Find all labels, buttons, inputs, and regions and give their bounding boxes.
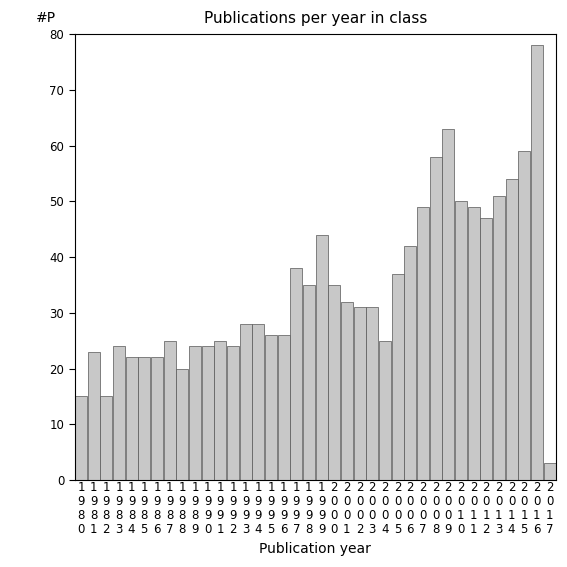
Bar (417, 207, 429, 480)
Bar (227, 346, 239, 480)
Bar (164, 341, 176, 480)
Bar (202, 346, 214, 480)
Bar (189, 346, 201, 480)
Bar (138, 357, 150, 480)
Bar (113, 346, 125, 480)
Bar (379, 341, 391, 480)
Bar (176, 369, 188, 480)
Bar (442, 129, 454, 480)
Bar (252, 324, 264, 480)
Bar (468, 207, 480, 480)
Bar (303, 285, 315, 480)
Title: Publications per year in class: Publications per year in class (204, 11, 427, 26)
Bar (392, 274, 404, 480)
Bar (265, 335, 277, 480)
Bar (341, 302, 353, 480)
Bar (455, 201, 467, 480)
Bar (531, 45, 543, 480)
Bar (100, 396, 112, 480)
Bar (316, 235, 328, 480)
Bar (430, 157, 442, 480)
Bar (328, 285, 340, 480)
Bar (506, 179, 518, 480)
Bar (126, 357, 138, 480)
Bar (518, 151, 530, 480)
Bar (480, 218, 492, 480)
Bar (354, 307, 366, 480)
Bar (214, 341, 226, 480)
Bar (240, 324, 252, 480)
Bar (493, 196, 505, 480)
X-axis label: Publication year: Publication year (259, 542, 371, 556)
Bar (75, 396, 87, 480)
Bar (87, 352, 100, 480)
Bar (151, 357, 163, 480)
Bar (366, 307, 378, 480)
Bar (404, 246, 416, 480)
Bar (290, 268, 302, 480)
Bar (278, 335, 290, 480)
Text: #P: #P (36, 11, 56, 26)
Bar (544, 463, 556, 480)
